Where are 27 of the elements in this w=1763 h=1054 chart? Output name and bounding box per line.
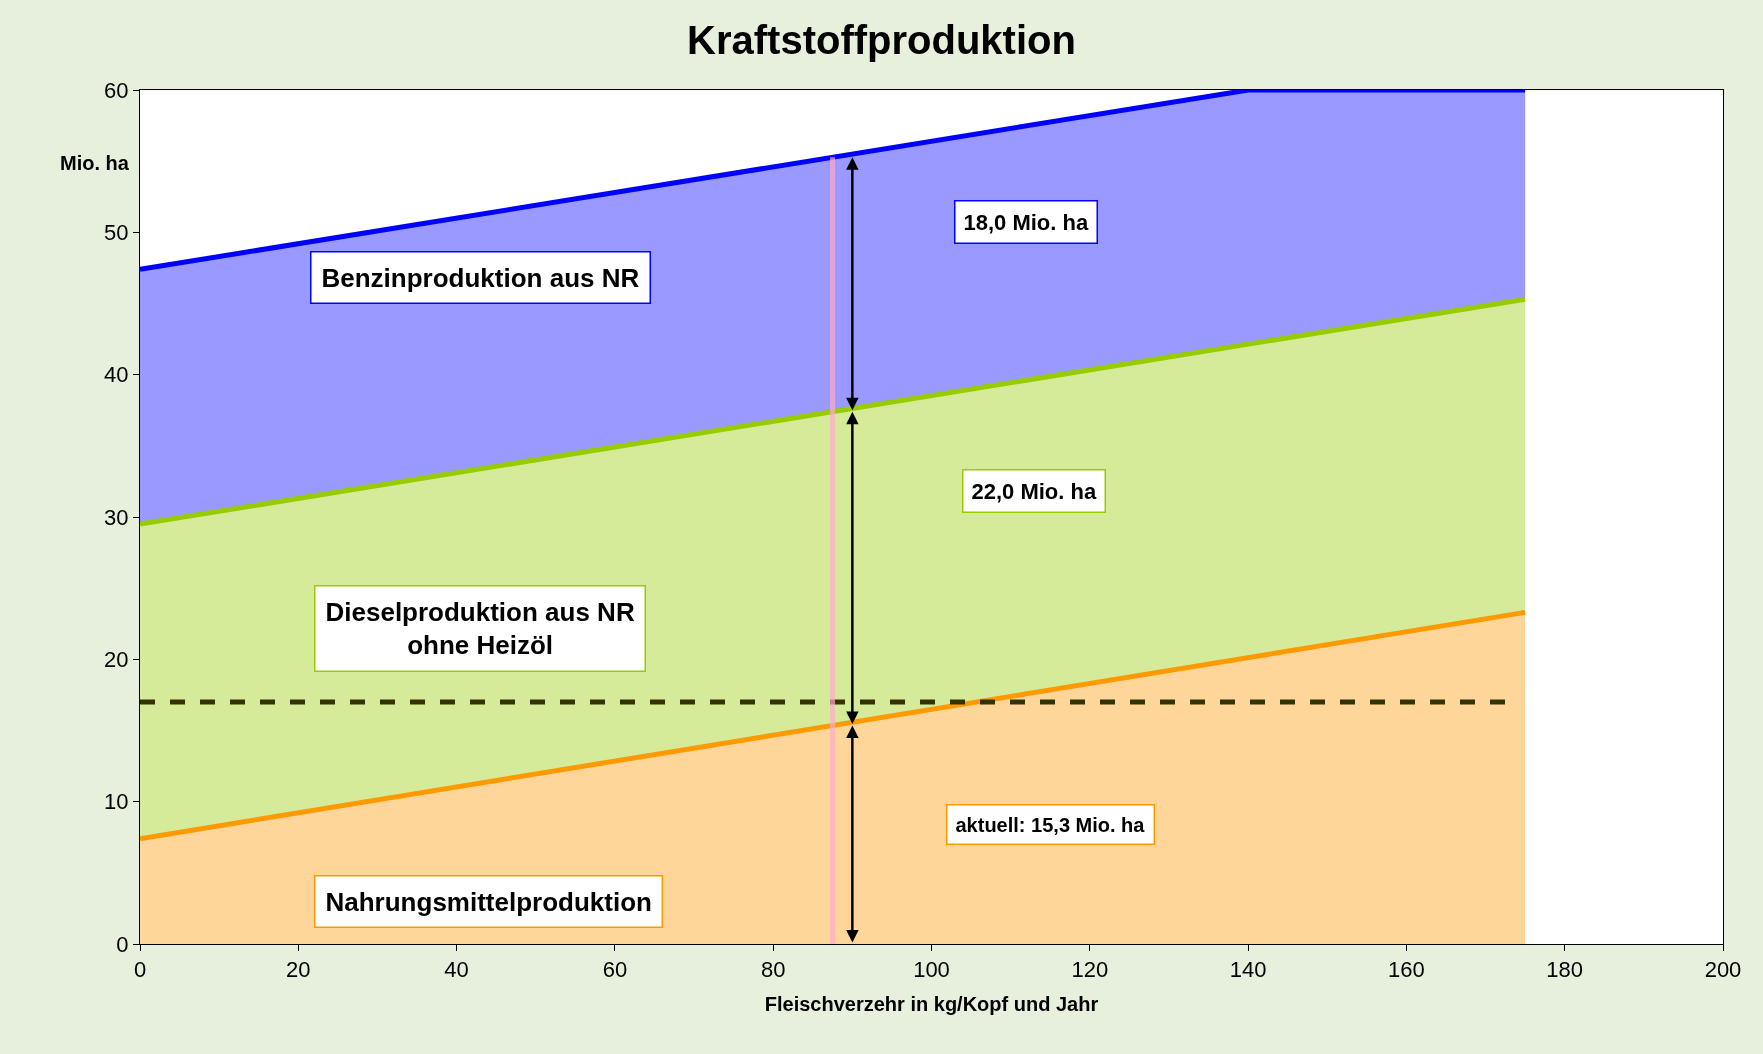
x-tick-label: 180 <box>1546 957 1584 983</box>
y-tick-label: 20 <box>104 647 129 673</box>
x-tick-label: 80 <box>760 957 786 983</box>
chart-title: Kraftstoffproduktion <box>687 18 1076 63</box>
y-tick-label: 10 <box>104 789 129 815</box>
y-tick-label: 30 <box>104 504 129 530</box>
x-tick-label: 100 <box>913 957 950 983</box>
x-tick-label: 120 <box>1071 957 1109 983</box>
x-tick-label: 160 <box>1388 957 1425 983</box>
y-tick-label: 40 <box>104 362 129 388</box>
x-axis-title: Fleischverzehr in kg/Kopf und Jahr <box>764 992 1099 1015</box>
y-tick-label: 50 <box>104 220 129 246</box>
x-tick-label: 20 <box>286 957 311 983</box>
x-tick-label: 200 <box>1704 957 1742 983</box>
annotation: 22,0 Mio. ha <box>971 478 1097 504</box>
annotation: aktuell: 15,3 Mio. ha <box>955 813 1146 836</box>
x-tick-label: 140 <box>1229 957 1267 983</box>
y-axis-title: Mio. ha <box>60 152 130 174</box>
annotation: Benzinproduktion aus NR <box>321 262 640 293</box>
y-tick-label: 0 <box>116 931 129 957</box>
x-tick-label: 60 <box>602 957 628 983</box>
x-tick-label: 0 <box>133 957 147 983</box>
annotation: 18,0 Mio. ha <box>963 209 1089 235</box>
y-tick-label: 60 <box>104 77 129 103</box>
annotation: Dieselproduktion aus NR ohne Heizöl <box>325 596 635 661</box>
annotation: Nahrungsmittelproduktion <box>325 886 652 917</box>
x-tick-label: 40 <box>444 957 469 983</box>
